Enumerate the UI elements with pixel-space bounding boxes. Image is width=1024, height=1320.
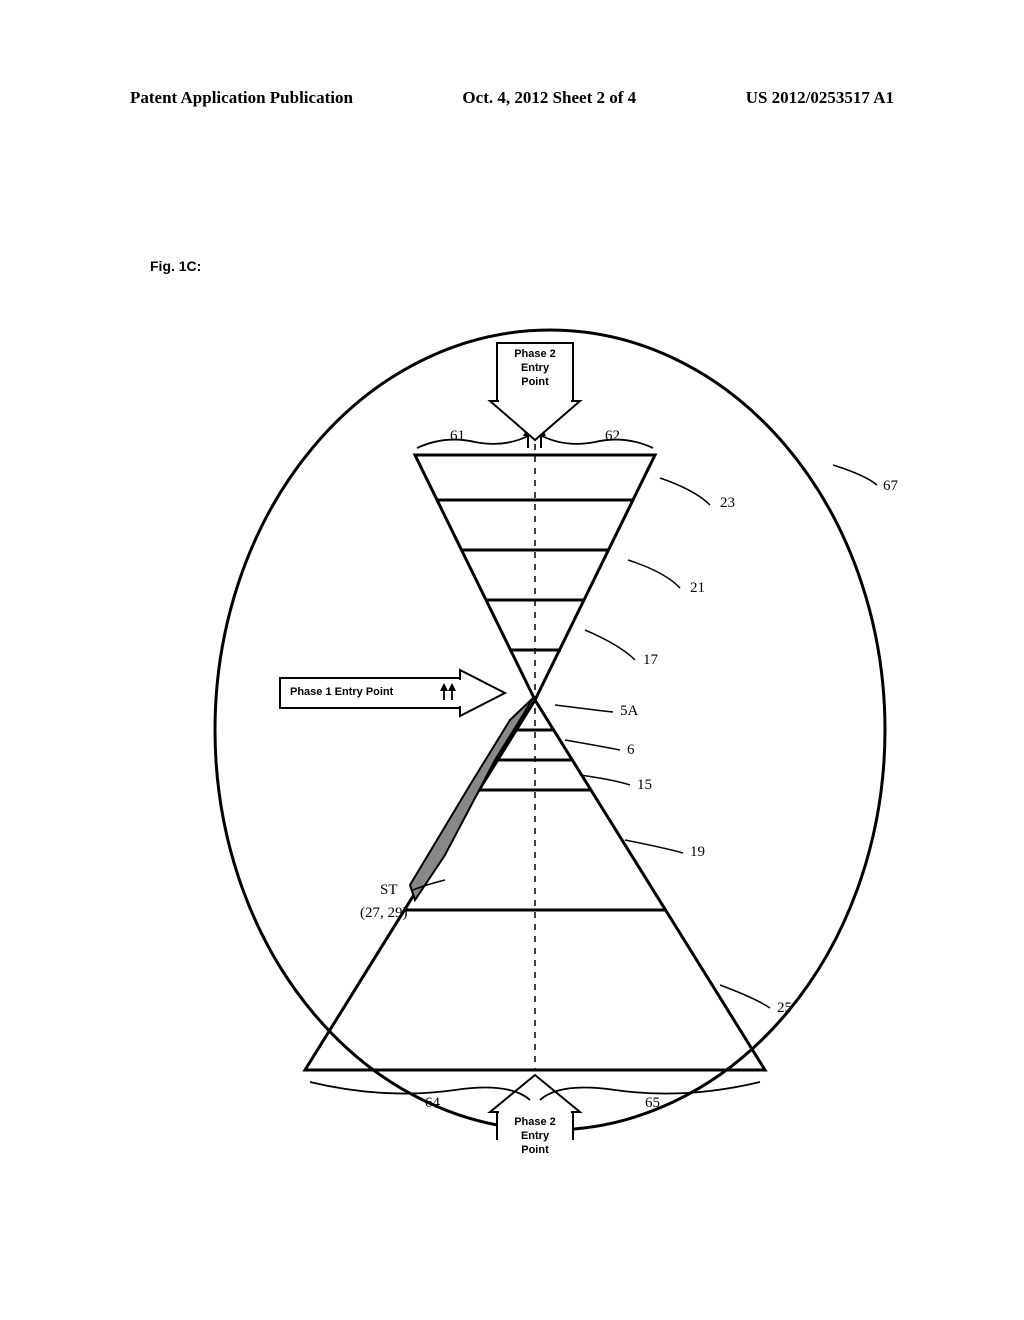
label-23: 23 [720, 495, 735, 512]
label-st: ST [380, 882, 398, 899]
leader-5a [555, 705, 613, 712]
label-25: 25 [777, 1000, 792, 1017]
label-61: 61 [450, 428, 465, 445]
top-entry-line1: Phase 2 [501, 348, 569, 362]
label-15: 15 [637, 777, 652, 794]
figure-diagram: 61 62 23 21 17 5A 6 15 19 25 ST (27, 29)… [165, 300, 895, 1140]
bottom-entry-line3: Point [501, 1144, 569, 1158]
bottom-entry-line1: Phase 2 [501, 1116, 569, 1130]
header-center: Oct. 4, 2012 Sheet 2 of 4 [462, 88, 636, 108]
header-left: Patent Application Publication [130, 88, 353, 108]
label-21: 21 [690, 580, 705, 597]
leader-67 [833, 465, 877, 485]
leader-19 [625, 840, 683, 853]
leader-25 [720, 985, 770, 1008]
header-right: US 2012/0253517 A1 [746, 88, 894, 108]
top-entry-line3: Point [501, 376, 569, 390]
label-6: 6 [627, 742, 635, 759]
label-67: 67 [883, 478, 898, 495]
label-65: 65 [645, 1095, 660, 1112]
lower-cone [305, 700, 765, 1070]
leader-17 [585, 630, 635, 660]
bottom-entry-line2: Entry [501, 1130, 569, 1144]
figure-label: Fig. 1C: [150, 258, 201, 274]
top-right-bracket [540, 435, 653, 448]
flag-shape [410, 698, 533, 900]
label-5a: 5A [620, 703, 638, 720]
top-entry-line2: Entry [501, 362, 569, 376]
top-entry-text: Phase 2 Entry Point [501, 348, 569, 389]
label-st-coords: (27, 29) [360, 905, 408, 922]
top-left-bracket [417, 435, 530, 448]
leader-6 [565, 740, 620, 750]
label-64: 64 [425, 1095, 440, 1112]
left-entry-text: Phase 1 Entry Point [285, 686, 440, 700]
label-62: 62 [605, 428, 620, 445]
label-17: 17 [643, 652, 658, 669]
bottom-entry-text: Phase 2 Entry Point [501, 1116, 569, 1157]
leader-23 [660, 478, 710, 505]
leader-21 [628, 560, 680, 588]
document-header: Patent Application Publication Oct. 4, 2… [0, 88, 1024, 108]
label-19: 19 [690, 844, 705, 861]
